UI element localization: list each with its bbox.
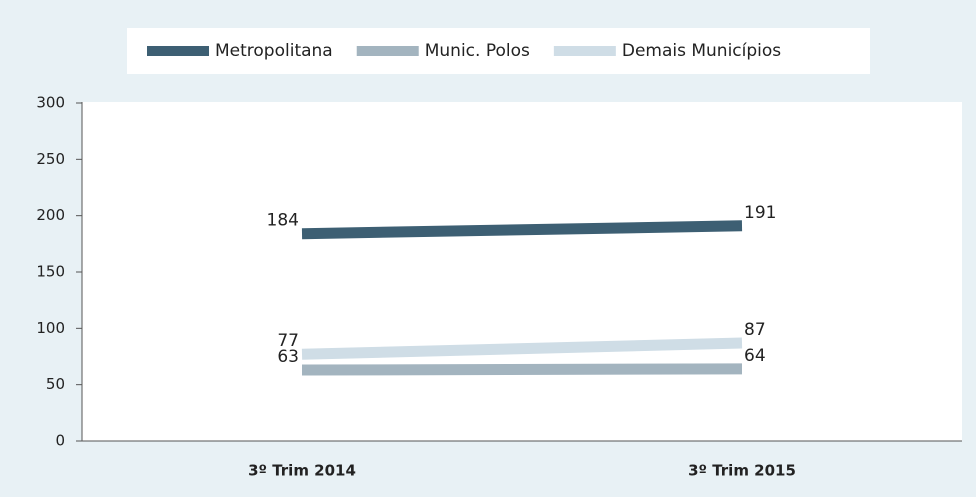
y-tick-label: 300	[36, 94, 65, 112]
value-label: 184	[267, 211, 299, 231]
legend-label: Munic. Polos	[425, 41, 530, 61]
value-label: 87	[744, 320, 766, 340]
y-tick-label: 0	[55, 432, 65, 450]
legend-label: Metropolitana	[215, 41, 333, 61]
plot-area	[82, 102, 962, 441]
series-line	[301, 220, 743, 240]
series-line	[301, 337, 743, 360]
value-label: 77	[277, 331, 299, 351]
y-tick-label: 250	[36, 150, 65, 168]
y-tick-label: 150	[36, 263, 65, 281]
x-tick-label: 3º Trim 2014	[248, 462, 356, 480]
series-line	[301, 363, 743, 376]
y-tick-label: 100	[36, 319, 65, 337]
legend-swatch	[356, 46, 419, 56]
y-tick-label: 50	[46, 375, 65, 393]
legend	[127, 28, 870, 74]
value-label: 63	[277, 347, 299, 367]
legend-label: Demais Municípios	[622, 41, 781, 61]
value-label: 191	[744, 203, 776, 223]
x-tick-label: 3º Trim 2015	[688, 462, 796, 480]
legend-swatch	[553, 46, 616, 56]
y-tick-label: 200	[36, 206, 65, 224]
legend-swatch	[147, 46, 209, 56]
value-label: 64	[744, 346, 766, 366]
